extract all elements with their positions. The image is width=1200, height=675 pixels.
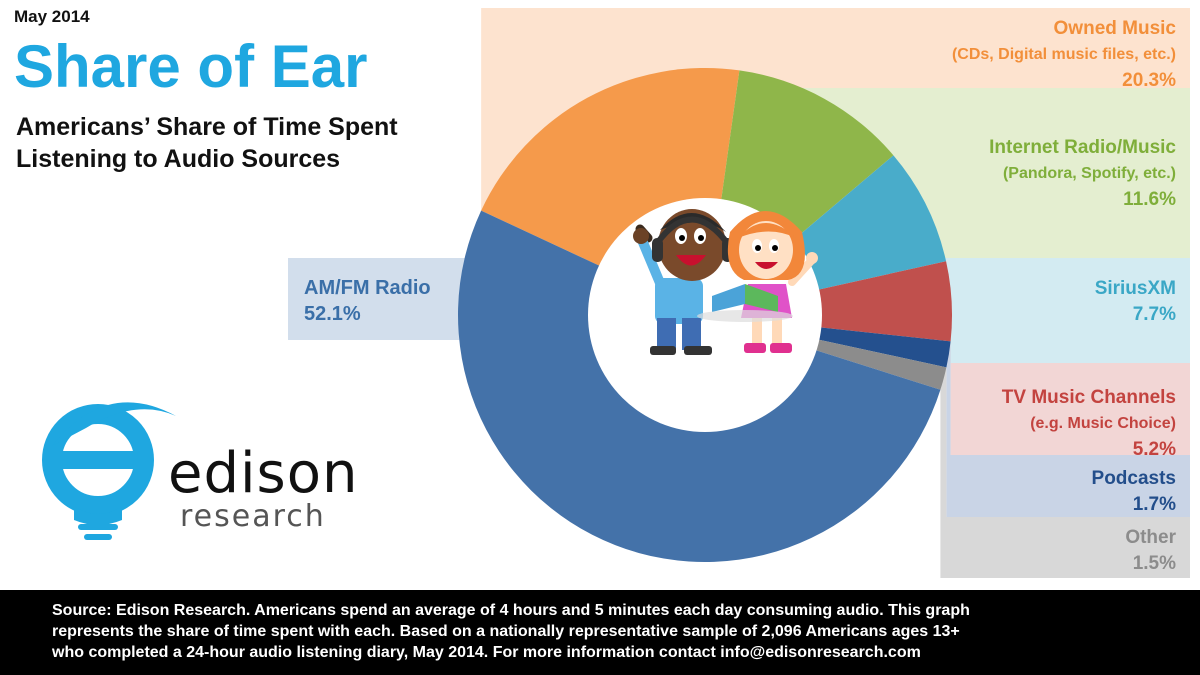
slice-description: (Pandora, Spotify, etc.) bbox=[1002, 165, 1176, 182]
children-listening-illustration bbox=[633, 209, 818, 355]
source-footer: Source: Edison Research. Americans spend… bbox=[0, 590, 1200, 675]
band-tv-music-channels bbox=[946, 261, 1190, 455]
slice-value: 1.7% bbox=[1132, 494, 1176, 515]
label-podcasts: Podcasts 1.7% bbox=[1092, 466, 1176, 518]
label-other: Other 1.5% bbox=[1125, 525, 1176, 577]
slice-label: TV Music Channels bbox=[1001, 387, 1176, 408]
label-siriusxm: SiriusXM 7.7% bbox=[1095, 276, 1176, 328]
label-owned-music: Owned Music (CDs, Digital music files, e… bbox=[952, 16, 1176, 94]
footer-line-3: who completed a 24-hour audio listening … bbox=[52, 644, 921, 661]
subtitle-line-1: Americans’ Share of Time Spent bbox=[16, 113, 398, 141]
band-siriusxm bbox=[893, 155, 1190, 363]
slice-label: AM/FM Radio bbox=[304, 277, 431, 299]
band-other bbox=[940, 367, 1190, 578]
label-am-fm-radio: AM/FM Radio 52.1% bbox=[304, 275, 431, 327]
donut-chart bbox=[288, 8, 1190, 578]
band-owned-music bbox=[481, 8, 1190, 211]
logo-subtext: research bbox=[180, 499, 326, 534]
date-label: May 2014 bbox=[14, 7, 90, 26]
chart-subtitle: Americans’ Share of Time Spent Listening… bbox=[16, 111, 486, 175]
logo-wordmark: edison bbox=[168, 441, 359, 506]
slice-label: Internet Radio/Music bbox=[989, 137, 1176, 158]
footer-line-2: represents the share of time spent with … bbox=[52, 623, 960, 640]
footer-line-1: Source: Edison Research. Americans spend… bbox=[52, 602, 970, 619]
open-book bbox=[697, 284, 793, 322]
subtitle-line-2: Listening to Audio Sources bbox=[16, 145, 341, 173]
slice-value: 52.1% bbox=[304, 303, 361, 325]
slice-label: Podcasts bbox=[1091, 468, 1176, 489]
slice-label: Owned Music bbox=[1053, 18, 1176, 39]
lightbulb-e-logo-icon bbox=[42, 402, 176, 540]
slice-value: 20.3% bbox=[1122, 70, 1176, 91]
band-podcasts bbox=[946, 341, 1190, 517]
slice-label: Other bbox=[1125, 527, 1176, 548]
slice-description: (e.g. Music Choice) bbox=[1030, 415, 1176, 432]
chart-title: Share of Ear bbox=[14, 33, 368, 100]
slice-label: SiriusXM bbox=[1094, 278, 1176, 299]
boy-figure bbox=[633, 209, 733, 355]
slice-value: 5.2% bbox=[1132, 439, 1176, 460]
label-internet-radio: Internet Radio/Music (Pandora, Spotify, … bbox=[989, 135, 1176, 213]
label-tv-music-channels: TV Music Channels (e.g. Music Choice) 5.… bbox=[1002, 385, 1176, 463]
slice-value: 1.5% bbox=[1132, 553, 1176, 574]
slice-value: 7.7% bbox=[1132, 304, 1176, 325]
slice-value: 11.6% bbox=[1123, 189, 1176, 210]
slice-description: (CDs, Digital music files, etc.) bbox=[951, 46, 1176, 63]
